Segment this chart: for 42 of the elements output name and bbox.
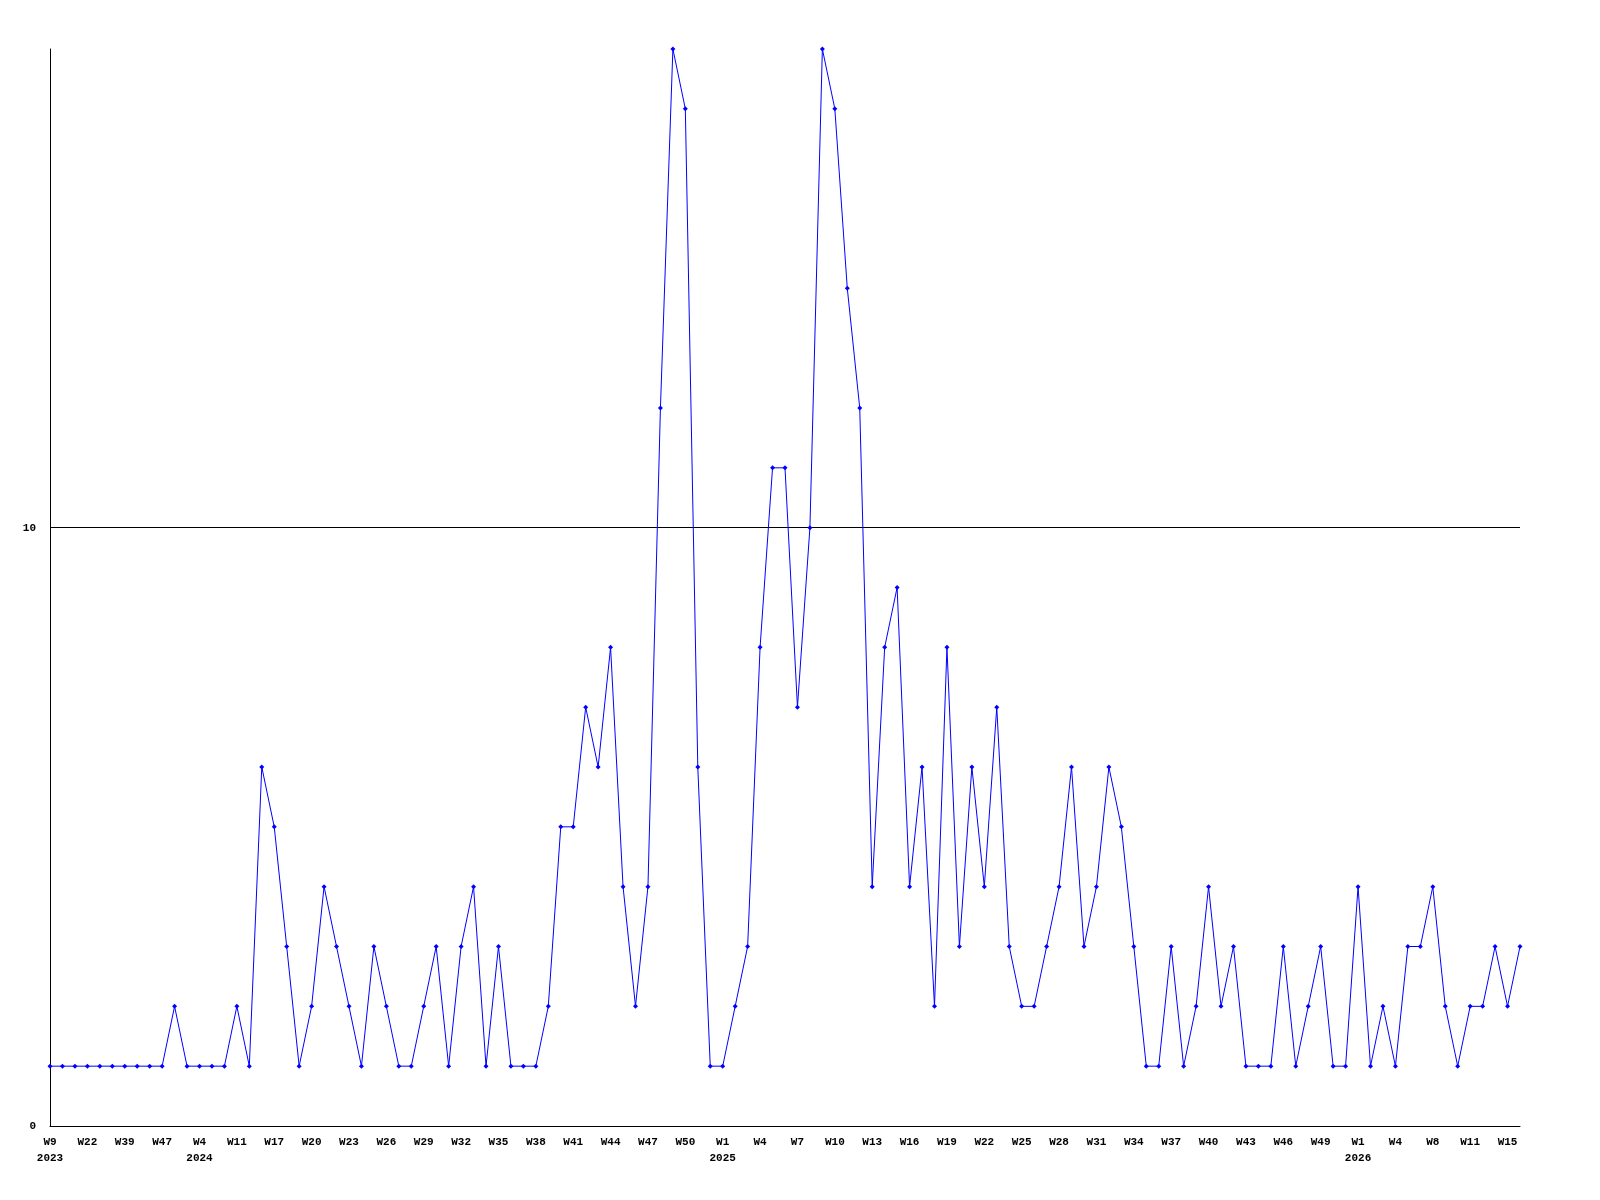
x-tick-label: W10 xyxy=(824,1136,845,1148)
x-tick-label: W11 xyxy=(226,1136,248,1148)
x-tick-label: W13 xyxy=(862,1136,883,1148)
x-tick-label: W28 xyxy=(1049,1136,1070,1148)
x-tick-label: W43 xyxy=(1236,1136,1257,1148)
x-tick-label: W23 xyxy=(339,1136,360,1148)
x-tick-label: W4 xyxy=(1388,1136,1403,1148)
x-tick-label: W29 xyxy=(413,1136,434,1148)
x-tick-label: W11 xyxy=(1460,1136,1481,1148)
y-tick-label: 10 xyxy=(22,521,36,534)
x-tick-label: W16 xyxy=(899,1136,920,1148)
x-tick-label: W37 xyxy=(1161,1136,1182,1148)
x-tick-label: W47 xyxy=(638,1136,658,1148)
x-tick-label: W39 xyxy=(114,1136,135,1148)
x-tick-label: W8 xyxy=(1426,1136,1440,1148)
x-tick-label: W15 xyxy=(1497,1136,1518,1148)
x-tick-label: W1 2026 xyxy=(1344,1136,1372,1164)
x-tick-label: W40 xyxy=(1198,1136,1219,1148)
x-tick-label: W31 xyxy=(1086,1136,1107,1148)
x-tick-label: W20 xyxy=(301,1136,322,1148)
x-tick-label: W1 2025 xyxy=(709,1136,737,1164)
x-tick-label: W35 xyxy=(488,1136,509,1148)
x-tick-label: W47 xyxy=(152,1136,173,1148)
x-tick-label: W7 xyxy=(790,1136,805,1148)
x-tick-label: W25 xyxy=(1011,1136,1032,1148)
x-tick-label: W38 xyxy=(525,1136,547,1148)
x-tick-label: W44 xyxy=(600,1136,621,1148)
x-tick-label: W41 xyxy=(563,1136,584,1148)
y-tick-label: 0 xyxy=(29,1120,36,1132)
x-tick-label: W46 xyxy=(1273,1136,1294,1148)
x-tick-label: W34 xyxy=(1123,1136,1145,1148)
x-tick-label: W32 xyxy=(451,1136,472,1148)
x-tick-label: W22 xyxy=(974,1136,995,1148)
x-tick-label: W9 2023 xyxy=(36,1136,64,1164)
x-tick-label: W22 xyxy=(77,1136,98,1148)
x-tick-label: W19 xyxy=(937,1136,957,1148)
x-tick-label: W50 xyxy=(675,1136,696,1148)
x-tick-label: W49 xyxy=(1310,1136,1331,1148)
x-tick-label: W4 xyxy=(753,1136,768,1148)
x-tick-label: W26 xyxy=(376,1136,397,1148)
x-tick-label: W17 xyxy=(264,1136,285,1148)
x-tick-label: W4 2024 xyxy=(186,1136,214,1164)
